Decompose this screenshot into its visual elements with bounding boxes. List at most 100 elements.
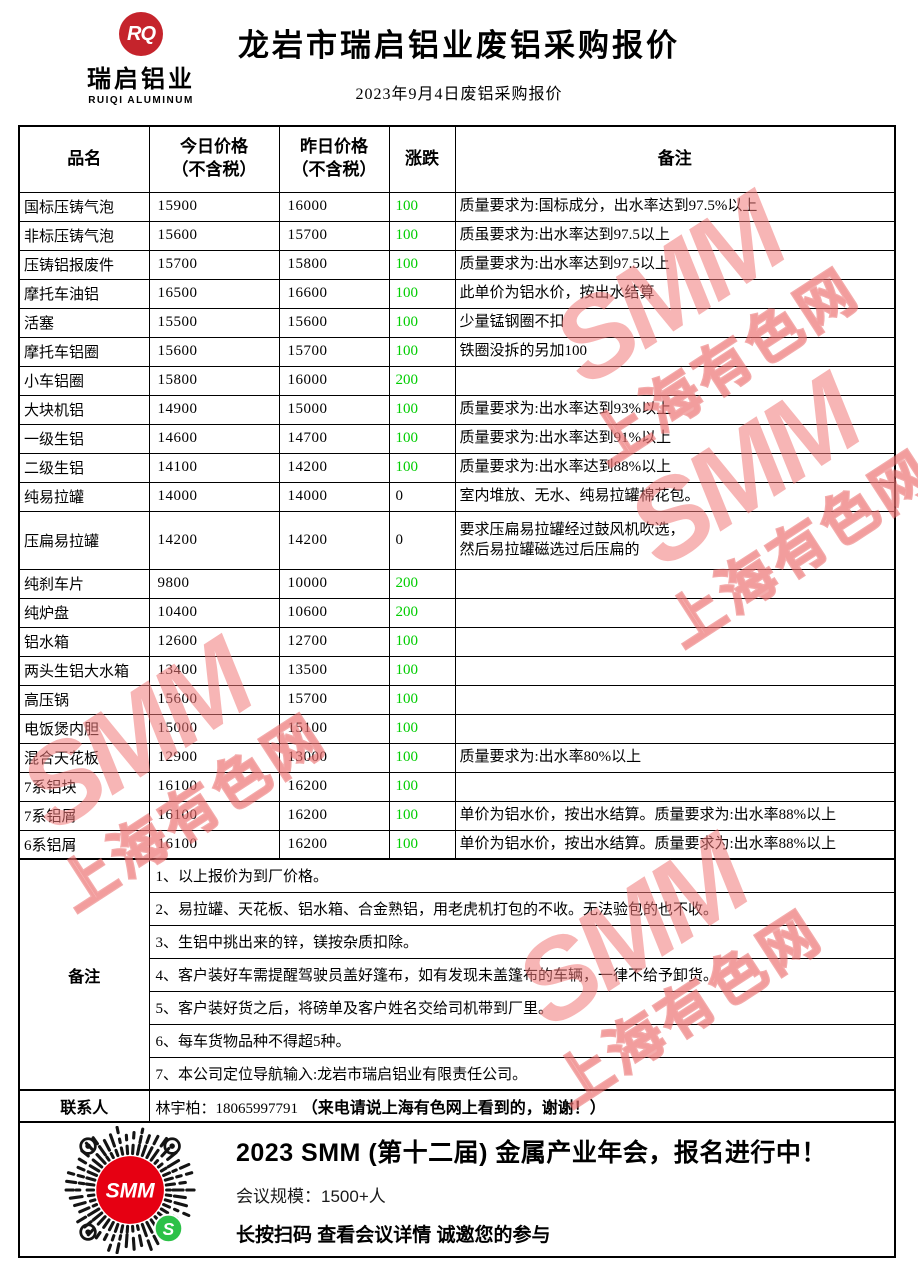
price-today: 9800 bbox=[148, 568, 280, 599]
price-yesterday: 14000 bbox=[278, 481, 390, 512]
price-yesterday: 14200 bbox=[278, 510, 390, 570]
column-header-4: 备注 bbox=[454, 125, 896, 193]
price-yesterday: 10000 bbox=[278, 568, 390, 599]
remark bbox=[454, 568, 896, 599]
remark bbox=[454, 365, 896, 396]
table-row: 7系铝屑 16100 16200 100 单价为铝水价，按出水结算。质量要求为:出水率8… bbox=[18, 800, 896, 831]
column-header-1: 今日价格 （不含税） bbox=[148, 125, 280, 193]
conference-headline: 2023 SMM (第十二届) 金属产业年会，报名进行中！ bbox=[236, 1138, 827, 1167]
note-item: 2、易拉罐、天花板、铝水箱、合金熟铝，用老虎机打包的不收。无法验包的也不收。 bbox=[148, 891, 896, 926]
table-row: 压铸铝报废件 15700 15800 100 质量要求为:出水率达到97.5以上 bbox=[18, 249, 896, 280]
svg-text:S: S bbox=[163, 1218, 175, 1238]
price-change: 100 bbox=[388, 626, 456, 657]
remark: 质量要求为:出水率达到93%以上 bbox=[454, 394, 896, 425]
price-today: 15900 bbox=[148, 191, 280, 222]
logo-monogram-icon: RQ bbox=[119, 12, 163, 56]
product-name: 摩托车油铝 bbox=[18, 278, 150, 309]
price-yesterday: 13000 bbox=[278, 742, 390, 773]
product-name: 7系铝块 bbox=[18, 771, 150, 802]
svg-text:SMM: SMM bbox=[106, 1179, 156, 1202]
price-today: 16100 bbox=[148, 771, 280, 802]
note-item: 7、本公司定位导航输入:龙岩市瑞启铝业有限责任公司。 bbox=[148, 1056, 896, 1091]
table-row: 铝水箱 12600 12700 100 bbox=[18, 626, 896, 657]
price-table: 品名 今日价格 （不含税） 昨日价格 （不含税） 涨跌 备注 国标压铸气泡 15900 16… bbox=[18, 125, 896, 860]
product-name: 小车铝圈 bbox=[18, 365, 150, 396]
price-today: 12900 bbox=[148, 742, 280, 773]
header: RQ 瑞启铝业 RUIQI ALUMINUM 龙岩市瑞启铝业废铝采购报价 202… bbox=[0, 0, 918, 125]
product-name: 电饭煲内胆 bbox=[18, 713, 150, 744]
price-today: 15500 bbox=[148, 307, 280, 338]
price-yesterday: 15700 bbox=[278, 336, 390, 367]
remark: 要求压扁易拉罐经过鼓风机吹选， 然后易拉罐磁选过后压扁的 bbox=[454, 510, 896, 570]
product-name: 一级生铝 bbox=[18, 423, 150, 454]
table-row: 两头生铝大水箱 13400 13500 100 bbox=[18, 655, 896, 686]
price-today: 14900 bbox=[148, 394, 280, 425]
contact-name-phone: 林宇柏：18065997791 bbox=[155, 1101, 302, 1117]
remark bbox=[454, 713, 896, 744]
page-title: 龙岩市瑞启铝业废铝采购报价 bbox=[238, 28, 680, 63]
note-item: 6、每车货物品种不得超5种。 bbox=[148, 1023, 896, 1058]
remark: 室内堆放、无水、纯易拉罐棉花包。 bbox=[454, 481, 896, 512]
price-change: 100 bbox=[388, 191, 456, 222]
price-yesterday: 15600 bbox=[278, 307, 390, 338]
remark: 质量要求为:出水率达到88%以上 bbox=[454, 452, 896, 483]
conference-cta: 长按扫码 查看会议详情 诚邀您的参与 bbox=[236, 1224, 551, 1246]
product-name: 两头生铝大水箱 bbox=[18, 655, 150, 686]
contact-label: 联系人 bbox=[18, 1089, 150, 1123]
price-change: 100 bbox=[388, 452, 456, 483]
note-row: 2、易拉罐、天花板、铝水箱、合金熟铝，用老虎机打包的不收。无法验包的也不收。 bbox=[19, 891, 896, 926]
contact-note: （来电请说上海有色网上看到的，谢谢！） bbox=[301, 1100, 606, 1117]
product-name: 6系铝屑 bbox=[18, 829, 150, 860]
note-row: 备注 1、以上报价为到厂价格。 bbox=[18, 858, 896, 1091]
table-row: 小车铝圈 15800 16000 200 bbox=[18, 365, 896, 396]
price-change: 100 bbox=[388, 713, 456, 744]
price-change: 100 bbox=[388, 278, 456, 309]
product-name: 活塞 bbox=[18, 307, 150, 338]
product-name: 二级生铝 bbox=[18, 452, 150, 483]
remark bbox=[454, 626, 896, 657]
price-today: 15600 bbox=[148, 684, 280, 715]
remark: 铁圈没拆的另加100 bbox=[454, 336, 896, 367]
remark bbox=[454, 771, 896, 802]
table-row: 纯刹车片 9800 10000 200 bbox=[18, 568, 896, 599]
note-item: 1、以上报价为到厂价格。 bbox=[148, 858, 896, 893]
table-row: 二级生铝 14100 14200 100 质量要求为:出水率达到88%以上 bbox=[18, 452, 896, 483]
price-today: 10400 bbox=[148, 597, 280, 628]
product-name: 纯易拉罐 bbox=[18, 481, 150, 512]
conference-scale: 会议规模：1500+人 bbox=[236, 1186, 386, 1206]
footer-banner: SMM S 2023 SMM (第十二届) 金属产业年会，报名进行中！ 会议规模：… bbox=[18, 1121, 896, 1258]
note-row: 6、每车货物品种不得超5种。 bbox=[19, 1023, 896, 1058]
table-row: 纯易拉罐 14000 14000 0 室内堆放、无水、纯易拉罐棉花包。 bbox=[18, 481, 896, 512]
price-yesterday: 14200 bbox=[278, 452, 390, 483]
remark: 此单价为铝水价，按出水结算 bbox=[454, 278, 896, 309]
remark bbox=[454, 684, 896, 715]
note-item: 4、客户装好车需提醒驾驶员盖好篷布，如有发现未盖篷布的车辆，一律不给予卸货。 bbox=[148, 957, 896, 992]
note-row: 5、客户装好货之后，将磅单及客户姓名交给司机带到厂里。 bbox=[19, 990, 896, 1025]
price-today: 16100 bbox=[148, 800, 280, 831]
price-change: 0 bbox=[388, 510, 456, 570]
company-logo: RQ 瑞启铝业 RUIQI ALUMINUM bbox=[56, 12, 226, 106]
price-today: 16100 bbox=[148, 829, 280, 860]
note-item: 3、生铝中挑出来的锌，镁按杂质扣除。 bbox=[148, 924, 896, 959]
price-today: 16500 bbox=[148, 278, 280, 309]
price-yesterday: 15800 bbox=[278, 249, 390, 280]
product-name: 7系铝屑 bbox=[18, 800, 150, 831]
price-change: 200 bbox=[388, 568, 456, 599]
price-change: 100 bbox=[388, 742, 456, 773]
remark: 质量要求为:出水率达到91%以上 bbox=[454, 423, 896, 454]
product-name: 纯炉盘 bbox=[18, 597, 150, 628]
price-yesterday: 16200 bbox=[278, 800, 390, 831]
product-name: 纯刹车片 bbox=[18, 568, 150, 599]
table-row: 摩托车铝圈 15600 15700 100 铁圈没拆的另加100 bbox=[18, 336, 896, 367]
product-name: 大块机铝 bbox=[18, 394, 150, 425]
notes-label: 备注 bbox=[18, 858, 150, 1091]
price-today: 12600 bbox=[148, 626, 280, 657]
remark bbox=[454, 597, 896, 628]
price-today: 14200 bbox=[148, 510, 280, 570]
price-change: 200 bbox=[388, 597, 456, 628]
price-today: 15700 bbox=[148, 249, 280, 280]
price-yesterday: 16600 bbox=[278, 278, 390, 309]
price-change: 100 bbox=[388, 336, 456, 367]
price-table-header: 品名 今日价格 （不含税） 昨日价格 （不含税） 涨跌 备注 bbox=[18, 125, 896, 193]
price-change: 100 bbox=[388, 220, 456, 251]
